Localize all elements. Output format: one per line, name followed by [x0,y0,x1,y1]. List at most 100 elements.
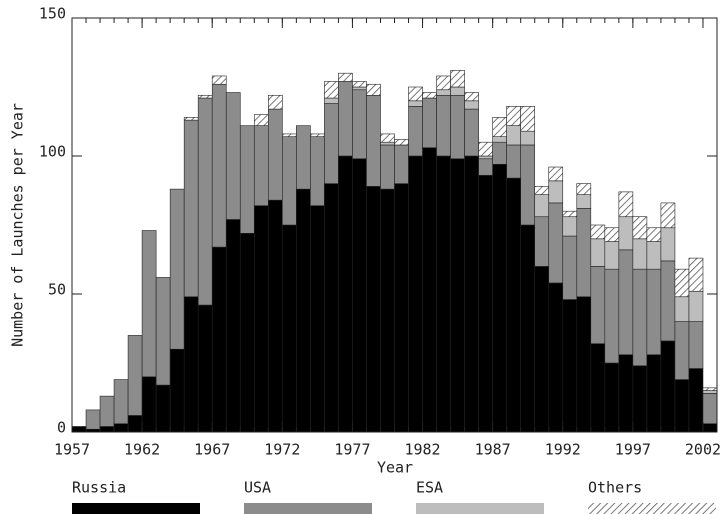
bar-segment [674,296,690,322]
x-axis-label: Year [377,459,413,477]
bar-segment [268,108,283,201]
bar-segment [394,144,409,184]
bar-segment [562,216,578,237]
bar-segment [253,205,269,433]
bar-segment [702,390,718,394]
bar-segment [141,376,157,433]
x-tick-label: 1977 [334,441,370,459]
x-tick-label: 1992 [545,441,581,459]
bar-segment [380,141,395,146]
bar-segment [380,144,395,190]
bar-segment [660,340,676,433]
bar-segment [253,114,269,126]
bar-segment [239,125,255,234]
bar-segment [408,86,423,102]
bar-segment [422,97,437,149]
bar-segment [310,136,325,206]
bar-segment [127,415,143,433]
bar-segment [660,260,676,342]
bar-segment [702,387,718,391]
bar-segment [604,227,620,242]
bar-segment [352,86,367,91]
bar-segment [632,365,648,433]
bar-segment [380,133,395,143]
bar-segment [548,180,564,204]
bar-segment [618,354,634,433]
bar-segment [590,238,606,267]
bar-segment [169,348,185,433]
bar-segment [688,257,704,292]
bar-segment [534,194,550,218]
bar-segment [590,224,606,240]
bar-segment [534,186,550,195]
bar-segment [310,133,325,137]
bar-segment [632,238,648,270]
bar-segment [268,199,283,433]
bar-segment [352,89,367,160]
bar-segment [478,155,493,160]
bar-segment [548,202,564,284]
bar-segment [338,81,353,157]
bar-segment [352,158,367,433]
bar-segment [562,299,578,433]
legend-label: ESA [416,479,443,497]
y-axis-label: Number of Launches per Year [9,103,27,347]
bar-segment [394,139,409,146]
bar-segment [394,183,409,433]
bar-segment [646,354,662,433]
bar-segment [618,191,634,218]
bar-segment [211,83,227,248]
bar-segment [478,175,493,433]
bar-segment [85,409,101,430]
bar-segment [576,183,592,195]
bar-segment [604,268,620,364]
bar-segment [492,136,507,143]
y-tick-label: 50 [48,281,66,299]
bar-segment [352,81,367,88]
bar-segment [197,94,213,99]
bar-segment [183,117,199,121]
bar-segment [478,158,493,176]
bar-segment [576,296,592,433]
bar-segment [590,343,606,433]
bar-segment [211,246,227,433]
bar-segment [408,100,423,107]
bar-segment [324,183,339,433]
legend-swatch [588,503,716,514]
bar-segment [492,141,507,165]
bar-segment [113,423,129,433]
bar-segment [464,108,479,157]
x-tick-label: 1972 [264,441,300,459]
bar-segment [324,97,339,104]
bar-segment [674,321,690,380]
bar-segment [520,144,536,226]
legend-swatch [416,503,544,514]
bar-segment [436,155,451,433]
x-tick-label: 1987 [475,441,511,459]
bar-segment [646,227,662,242]
bar-segment [127,335,143,416]
bar-segment [338,72,353,82]
bar-segment [702,423,718,433]
bar-segment [141,230,157,378]
legend-label: Russia [72,479,126,497]
x-tick-label: 1967 [194,441,230,459]
bar-segment [646,268,662,356]
bar-segment [366,83,381,96]
bar-segment [239,232,255,433]
bar-segment [590,266,606,344]
legend-label: Others [588,479,642,497]
bar-segment [450,158,465,433]
x-tick-label: 1957 [54,441,90,459]
bar-segment [71,426,87,433]
bar-segment [506,177,521,433]
x-tick-label: 1997 [615,441,651,459]
bar-segment [436,89,451,96]
bar-segment [478,141,493,157]
bar-segment [548,166,564,182]
bar-segment [408,106,423,157]
bar-segment [366,186,381,433]
bar-segment [282,133,297,137]
bar-segment [408,155,423,433]
